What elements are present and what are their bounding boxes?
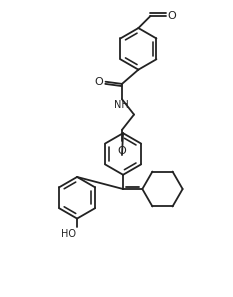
Text: NH: NH bbox=[113, 100, 128, 110]
Text: HO: HO bbox=[61, 229, 76, 239]
Text: O: O bbox=[118, 146, 126, 156]
Text: O: O bbox=[168, 11, 176, 21]
Text: O: O bbox=[95, 77, 103, 87]
